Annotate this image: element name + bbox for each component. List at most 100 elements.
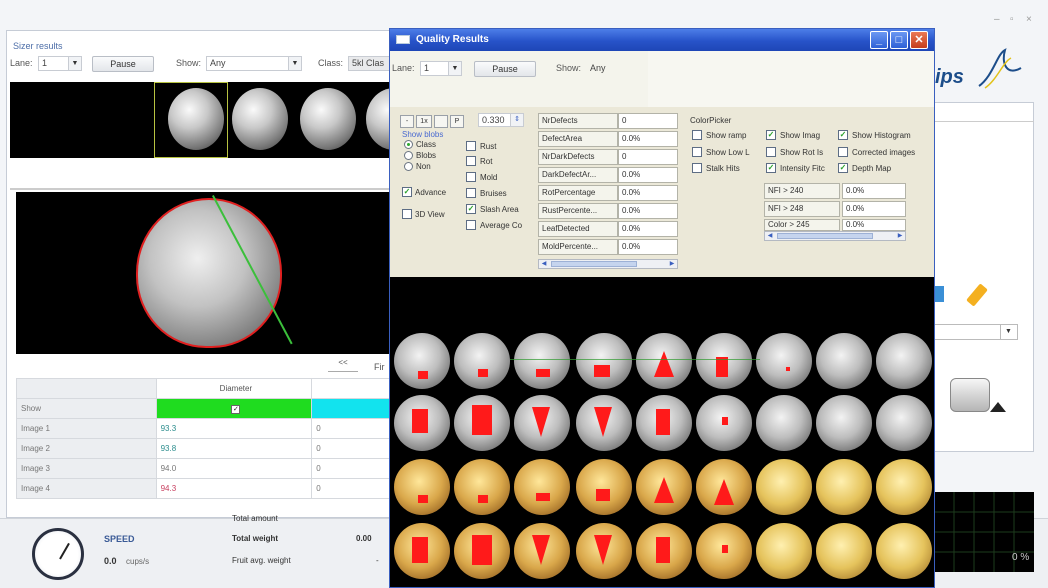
fruit-image[interactable] [756,333,812,389]
fruit-image[interactable] [454,395,510,451]
table-row[interactable]: Image 1 93.3 0 [16,418,390,439]
window-titlebar[interactable]: Quality Results _ □ ✕ [390,29,934,51]
show-low-checkbox[interactable] [692,147,702,157]
depth-map-checkbox[interactable]: ✓ [838,163,848,173]
corrected-images-checkbox[interactable] [838,147,848,157]
nfi-scrollbar[interactable]: ◀ ▶ [764,231,906,241]
show-checkbox[interactable]: ✓ [231,404,241,414]
fruit-image[interactable] [576,523,632,579]
sizer-lane-select[interactable]: 1 ▼ [38,56,82,71]
fruit-image[interactable] [696,333,752,389]
fruit-image[interactable] [576,459,632,515]
fruit-image[interactable] [514,333,570,389]
fruit-image[interactable] [454,333,510,389]
show-diameter-cell[interactable]: ✓ [155,398,313,419]
app-maximize-button[interactable]: ▫ [1010,14,1014,25]
fruit-image[interactable] [576,333,632,389]
fruit-image[interactable] [876,459,932,515]
threshold-spinner[interactable]: 0.330 ⇕ [478,113,524,127]
fruit-image[interactable] [394,523,450,579]
fruit-image[interactable] [636,395,692,451]
fruit-image[interactable] [696,459,752,515]
fruit-image[interactable] [876,333,932,389]
show-ramp-label: Show ramp [706,131,747,140]
show-rot-checkbox[interactable] [766,147,776,157]
maximize-button[interactable]: □ [890,31,908,49]
scroll-right-icon[interactable]: ▶ [897,233,903,239]
tool-icon[interactable] [934,286,944,302]
fruit-image[interactable] [816,395,872,451]
minimize-button[interactable]: _ [870,31,888,49]
scroll-thumb[interactable] [551,261,637,267]
fruit-image[interactable] [816,459,872,515]
fruit-image[interactable] [696,523,752,579]
fruit-thumbnail[interactable] [168,88,224,150]
zoom-button[interactable] [434,115,448,128]
rot-checkbox[interactable] [466,156,476,166]
show-ramp-checkbox[interactable] [692,130,702,140]
printer-icon[interactable] [950,378,990,412]
fruit-image[interactable] [454,523,510,579]
sizer-show-select[interactable]: Any ▼ [206,56,302,71]
quality-pause-button[interactable]: Pause [474,61,536,77]
close-button[interactable]: ✕ [910,31,928,49]
fruit-image[interactable] [576,395,632,451]
fruit-image[interactable] [876,523,932,579]
view3d-checkbox[interactable] [402,209,412,219]
bruises-checkbox[interactable] [466,188,476,198]
fruit-image[interactable] [454,459,510,515]
scroll-right-icon[interactable]: ▶ [669,261,675,267]
fruit-image[interactable] [394,395,450,451]
fruit-image[interactable] [636,523,692,579]
fruit-thumbnail[interactable] [300,88,356,150]
scroll-left-icon[interactable]: ◀ [541,261,547,267]
mold-checkbox[interactable] [466,172,476,182]
show-histogram-checkbox[interactable]: ✓ [838,130,848,140]
app-minimize-button[interactable]: – [994,14,1000,25]
fruit-image[interactable] [394,333,450,389]
advanced-checkbox[interactable]: ✓ [402,187,412,197]
zoom-out-button[interactable]: - [400,115,414,128]
radio-non[interactable] [404,162,413,171]
zoom-p-button[interactable]: P [450,115,464,128]
table-row[interactable]: Image 4 94.3 0 [16,478,390,499]
pager-first-label[interactable]: Fir [374,362,385,372]
rust-checkbox[interactable] [466,141,476,151]
fruit-image[interactable] [514,395,570,451]
zoom-1x-button[interactable]: 1x [416,115,432,128]
fruit-image[interactable] [756,523,812,579]
fruit-image[interactable] [636,459,692,515]
table-row[interactable]: Image 2 93.8 0 [16,438,390,459]
quality-show-select[interactable]: Any [586,61,646,76]
radio-blobs[interactable] [404,151,413,160]
fruit-image[interactable] [514,523,570,579]
fruit-image[interactable] [816,523,872,579]
sizer-pause-button[interactable]: Pause [92,56,154,72]
fruit-image[interactable] [756,459,812,515]
pager-back-button[interactable]: << [328,358,358,372]
show-color-cell[interactable] [311,398,390,419]
scroll-thumb[interactable] [777,233,873,239]
fruit-image[interactable] [756,395,812,451]
stats-scrollbar[interactable]: ◀ ▶ [538,259,678,269]
fruit-image[interactable] [394,459,450,515]
fruit-thumbnail[interactable] [232,88,288,150]
fruit-image[interactable] [636,333,692,389]
average-color-checkbox[interactable] [466,220,476,230]
fruit-image[interactable] [696,395,752,451]
fruit-thumbnail[interactable] [366,88,390,150]
fruit-image[interactable] [816,333,872,389]
fruit-image[interactable] [514,459,570,515]
scroll-left-icon[interactable]: ◀ [767,233,773,239]
sizer-class-select[interactable]: 5kl Clas [348,56,390,71]
slash-area-checkbox[interactable]: ✓ [466,204,476,214]
quality-lane-select[interactable]: 1 ▼ [420,61,462,76]
fruit-image[interactable] [876,395,932,451]
table-row[interactable]: Image 3 94.0 0 [16,458,390,479]
intensity-fit-checkbox[interactable]: ✓ [766,163,776,173]
app-close-button[interactable]: × [1026,14,1032,25]
show-image-checkbox[interactable]: ✓ [766,130,776,140]
radio-class[interactable] [404,140,413,149]
stalk-hits-checkbox[interactable] [692,163,702,173]
stat-value: 0.0% [618,131,678,147]
